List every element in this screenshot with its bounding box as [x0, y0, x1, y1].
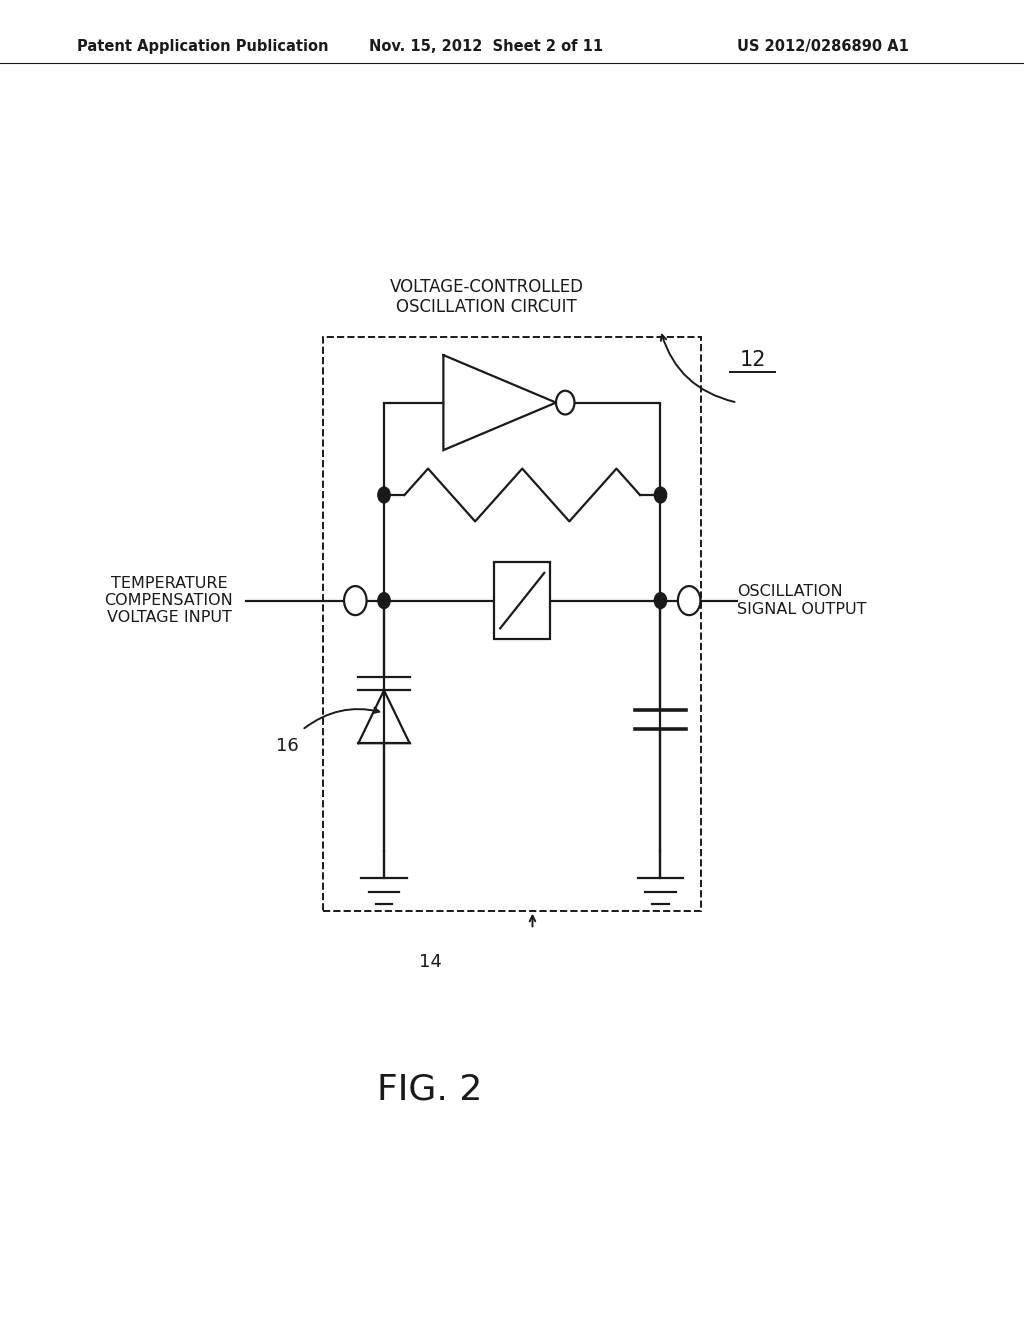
Text: OSCILLATION
SIGNAL OUTPUT: OSCILLATION SIGNAL OUTPUT [737, 585, 866, 616]
Text: Nov. 15, 2012  Sheet 2 of 11: Nov. 15, 2012 Sheet 2 of 11 [369, 40, 603, 54]
Text: FIG. 2: FIG. 2 [378, 1072, 482, 1106]
Text: 14: 14 [419, 953, 441, 972]
Text: 16: 16 [276, 737, 299, 755]
Circle shape [556, 391, 574, 414]
Circle shape [654, 487, 667, 503]
Text: VOLTAGE-CONTROLLED
OSCILLATION CIRCUIT: VOLTAGE-CONTROLLED OSCILLATION CIRCUIT [389, 277, 584, 317]
Text: 12: 12 [739, 350, 766, 370]
Circle shape [378, 487, 390, 503]
Circle shape [678, 586, 700, 615]
Text: Patent Application Publication: Patent Application Publication [77, 40, 329, 54]
Text: TEMPERATURE
COMPENSATION
VOLTAGE INPUT: TEMPERATURE COMPENSATION VOLTAGE INPUT [104, 576, 233, 626]
Circle shape [654, 593, 667, 609]
Bar [323, 337, 701, 911]
Circle shape [378, 593, 390, 609]
Circle shape [344, 586, 367, 615]
Text: US 2012/0286890 A1: US 2012/0286890 A1 [737, 40, 909, 54]
Bar [494, 562, 551, 639]
